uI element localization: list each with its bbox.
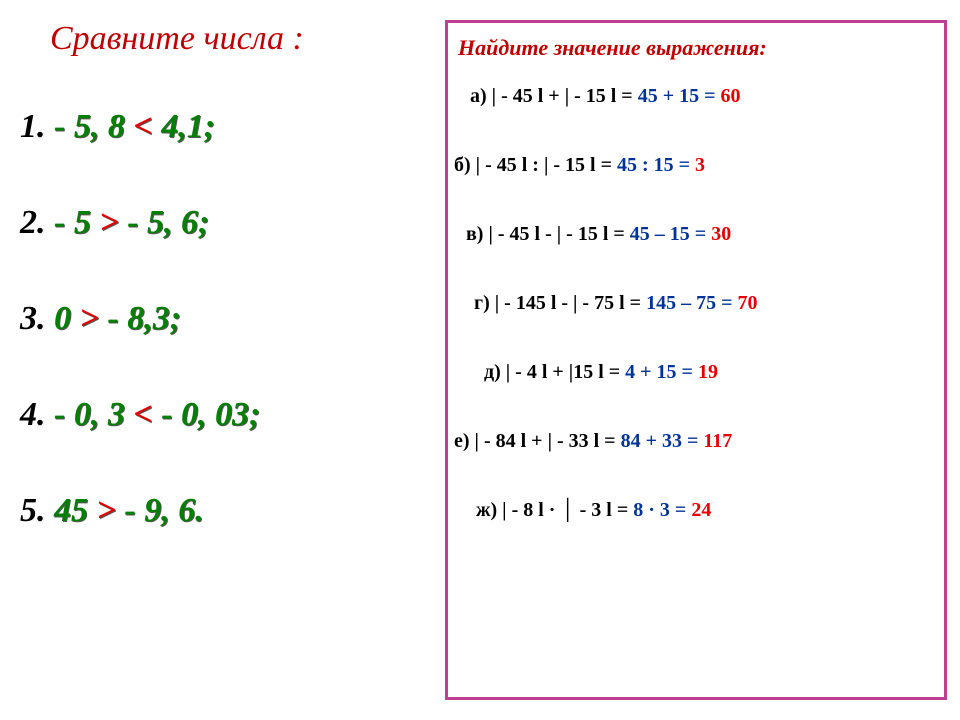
expr-body: | - 4 l + |15 l = — [506, 361, 620, 383]
row-tail: ; — [170, 300, 181, 337]
compare-rhs: 4,1 — [161, 108, 204, 145]
expressions-box: Найдите значение выражения: а) | - 45 l … — [445, 20, 947, 700]
row-number: 5. — [20, 492, 46, 529]
compare-lhs: 45 — [46, 492, 89, 529]
expr-row: в) | - 45 l - | - 15 l = 45 – 15 = 30 — [448, 223, 944, 246]
compare-row: 1. - 5, 8 < 4,1; — [20, 108, 440, 146]
expressions-title: Найдите значение выражения: — [448, 23, 944, 85]
expr-answer: 3 — [695, 154, 705, 176]
expr-label: е) — [454, 430, 470, 452]
expr-simplified: 45 – 15 = — [630, 223, 706, 245]
compare-row: 3. 0 > - 8,3; — [20, 300, 440, 338]
expr-body: | - 45 l - | - 15 l = — [488, 223, 624, 245]
expr-simplified: 45 + 15 = — [638, 85, 716, 107]
expr-row: е) | - 84 l + | - 33 l = 84 + 33 = 117 — [448, 430, 944, 453]
compare-row: 5. 45 > - 9, 6. — [20, 492, 440, 530]
expr-answer: 60 — [721, 85, 741, 107]
row-tail: . — [195, 492, 204, 529]
compare-rhs: - 8,3 — [107, 300, 169, 337]
compare-rhs: - 0, 03 — [161, 396, 249, 433]
row-tail: ; — [249, 396, 260, 433]
expr-label: г) — [474, 292, 490, 314]
expr-label: а) — [470, 85, 487, 107]
expr-simplified: 84 + 33 = — [621, 430, 699, 452]
row-number: 4. — [20, 396, 46, 433]
expr-label: б) — [454, 154, 471, 176]
expr-body: | - 45 l : | - 15 l = — [476, 154, 612, 176]
compare-rhs: - 9, 6 — [124, 492, 195, 529]
expr-simplified: 45 : 15 = — [617, 154, 690, 176]
expr-answer: 30 — [711, 223, 731, 245]
row-number: 3. — [20, 300, 46, 337]
row-number: 2. — [20, 204, 46, 241]
expr-body: | - 8 l · │ - 3 l = — [502, 499, 628, 521]
compare-rhs: - 5, 6 — [127, 204, 198, 241]
expr-row: б) | - 45 l : | - 15 l = 45 : 15 = 3 — [448, 154, 944, 177]
expr-answer: 70 — [737, 292, 757, 314]
expr-answer: 117 — [703, 430, 732, 452]
expr-row: г) | - 145 l - | - 75 l = 145 – 75 = 70 — [448, 292, 944, 315]
expr-body: | - 145 l - | - 75 l = — [495, 292, 641, 314]
expr-row: ж) | - 8 l · │ - 3 l = 8 · 3 = 24 — [448, 499, 944, 522]
compare-row: 2. - 5 > - 5, 6; — [20, 204, 440, 242]
compare-title: Сравните числа : — [20, 20, 440, 58]
compare-op: > — [99, 204, 118, 241]
row-number: 1. — [20, 108, 46, 145]
compare-lhs: - 5, 8 — [46, 108, 125, 145]
expr-answer: 19 — [698, 361, 718, 383]
expr-simplified: 4 + 15 = — [625, 361, 693, 383]
compare-op: > — [97, 492, 116, 529]
expr-label: в) — [466, 223, 483, 245]
compare-lhs: 0 — [46, 300, 72, 337]
compare-lhs: - 5 — [46, 204, 91, 241]
expr-body: | - 45 l + | - 15 l = — [492, 85, 633, 107]
row-tail: ; — [204, 108, 215, 145]
compare-row: 4. - 0, 3 < - 0, 03; — [20, 396, 440, 434]
expr-row: д) | - 4 l + |15 l = 4 + 15 = 19 — [448, 361, 944, 384]
expr-answer: 24 — [691, 499, 711, 521]
compare-lhs: - 0, 3 — [46, 396, 125, 433]
expr-row: а) | - 45 l + | - 15 l = 45 + 15 = 60 — [448, 85, 944, 108]
expr-simplified: 145 – 75 = — [646, 292, 732, 314]
expr-label: ж) — [476, 499, 497, 521]
row-tail: ; — [198, 204, 209, 241]
expr-body: | - 84 l + | - 33 l = — [475, 430, 616, 452]
expr-simplified: 8 · 3 = — [633, 499, 686, 521]
compare-op: > — [80, 300, 99, 337]
expr-label: д) — [484, 361, 501, 383]
compare-op: < — [133, 396, 152, 433]
compare-op: < — [133, 108, 152, 145]
